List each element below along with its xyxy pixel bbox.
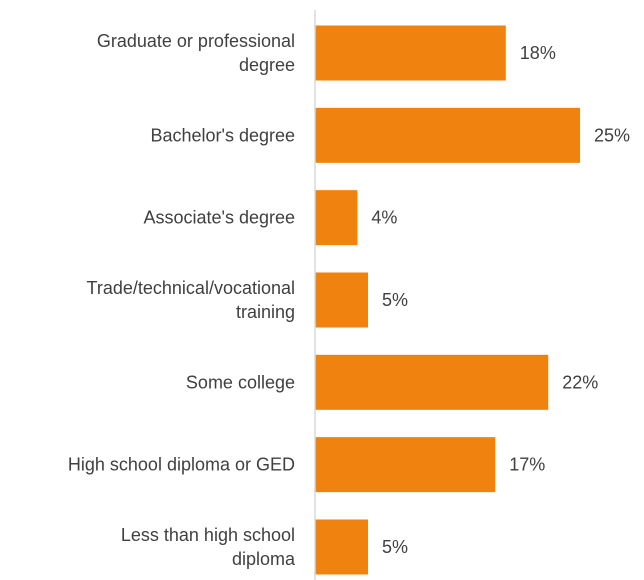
category-label-line: Associate's degree [143, 208, 295, 228]
category-label-2: Associate's degree [143, 208, 295, 228]
category-label-line: training [236, 302, 295, 322]
bar-4 [315, 354, 549, 410]
category-label-6: Less than high school diploma [121, 525, 296, 569]
category-label-1: Bachelor's degree [150, 125, 295, 145]
category-label-4: Some college [186, 372, 295, 392]
bar-1 [315, 107, 580, 163]
data-label-6: 5% [382, 537, 408, 557]
category-label-line: Bachelor's degree [150, 125, 295, 145]
data-label-5: 17% [509, 455, 545, 475]
bar-0 [315, 25, 506, 81]
data-label-4: 22% [562, 372, 598, 392]
category-label-line: High school diploma or GED [68, 455, 295, 475]
bar-2 [315, 190, 358, 246]
category-label-line: Some college [186, 372, 295, 392]
data-label-3: 5% [382, 290, 408, 310]
category-labels: Graduate or professional degree Bachelor's… [68, 31, 296, 569]
bar-6 [315, 519, 368, 575]
category-label-line: Graduate or professional [97, 31, 295, 51]
category-label-3: Trade/technical/vocational training [87, 278, 295, 322]
bar-3 [315, 272, 368, 328]
category-label-line: diploma [232, 549, 296, 569]
bar-5 [315, 437, 496, 493]
category-label-line: Trade/technical/vocational [87, 278, 295, 298]
data-label-2: 4% [371, 208, 397, 228]
category-label-line: degree [239, 55, 295, 75]
data-label-0: 18% [520, 43, 556, 63]
category-label-0: Graduate or professional degree [97, 31, 295, 75]
data-labels: 18% 25% 4% 5% 22% 17% 5% [371, 43, 630, 557]
category-label-5: High school diploma or GED [68, 455, 295, 475]
category-label-line: Less than high school [121, 525, 295, 545]
bars-layer [315, 25, 580, 575]
data-label-1: 25% [594, 125, 630, 145]
